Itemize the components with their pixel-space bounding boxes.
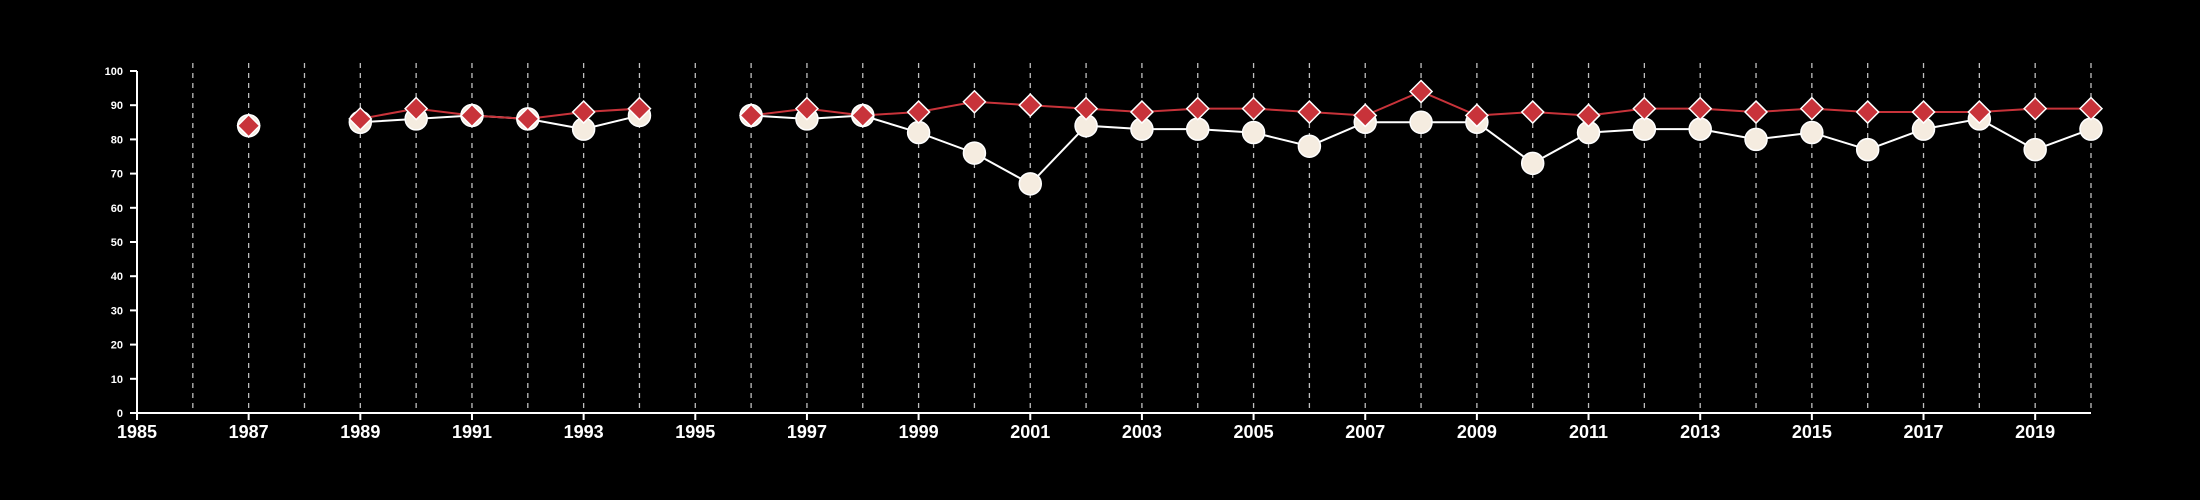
x-tick-label-1993: 1993 <box>564 422 604 442</box>
series-1-point-2013 <box>1688 96 1713 121</box>
x-tick-label-1997: 1997 <box>787 422 827 442</box>
series-0-point-2005 <box>1241 120 1266 145</box>
series-0-point-2004 <box>1185 117 1210 141</box>
series-0-point-2013 <box>1688 117 1712 141</box>
y-tick-label-30: 30 <box>111 305 123 317</box>
series-0-point-2012 <box>1632 117 1657 141</box>
series-1-point-2014 <box>1743 99 1769 125</box>
y-tick-label-40: 40 <box>111 271 123 283</box>
series-1-point-2009 <box>1464 103 1489 128</box>
series-1-point-2012 <box>1632 96 1657 121</box>
x-tick-label-2017: 2017 <box>1903 422 1943 442</box>
series-1-point-1989 <box>348 106 373 131</box>
x-tick-label-1987: 1987 <box>229 422 269 442</box>
series-0-point-2015 <box>1800 120 1824 145</box>
vertical-grid <box>192 63 2092 413</box>
series-1-point-2017 <box>1911 99 1936 125</box>
series-0-point-2014 <box>1744 127 1768 152</box>
y-tick-label-10: 10 <box>111 374 123 386</box>
y-tick-label-100: 100 <box>105 66 123 78</box>
series-0-point-2010 <box>1520 151 1545 176</box>
series-1-point-1994 <box>627 96 652 121</box>
series-1-point-1987 <box>236 113 261 138</box>
x-tick-label-2001: 2001 <box>1010 422 1050 442</box>
series-1-point-2018 <box>1967 99 1992 125</box>
y-tick-label-70: 70 <box>111 169 123 181</box>
y-axis-ticks: 0 10 20 30 40 50 60 70 80 90 100 <box>105 66 137 420</box>
series-1-point-1991 <box>459 103 485 128</box>
series-1-point-2007 <box>1353 103 1378 128</box>
series-1-point-1993 <box>571 99 596 125</box>
series-1-point-2019 <box>2023 96 2048 121</box>
y-tick-label-90: 90 <box>111 100 123 112</box>
series-1-point-2003 <box>1129 99 1154 125</box>
series-0-point-2001 <box>1018 172 1043 196</box>
series-0-point-2006 <box>1297 134 1322 158</box>
x-tick-label-1989: 1989 <box>340 422 380 442</box>
x-tick-label-2007: 2007 <box>1345 422 1385 442</box>
series-1-point-2005 <box>1241 96 1266 121</box>
series-1-point-2015 <box>1799 96 1824 121</box>
series-1-point-2004 <box>1185 96 1210 121</box>
series-1-point-2001 <box>1018 93 1043 118</box>
series-1-point-1992 <box>515 106 540 131</box>
series-1-point-2000 <box>962 89 987 114</box>
series-0-point-2019 <box>2023 137 2047 162</box>
x-tick-label-2015: 2015 <box>1792 422 1832 442</box>
x-tick-label-1991: 1991 <box>452 422 492 442</box>
x-tick-label-2009: 2009 <box>1457 422 1497 442</box>
series-1-point-1998 <box>850 103 875 128</box>
x-tick-label-2005: 2005 <box>1234 422 1274 442</box>
series-1-point-1999 <box>906 99 931 125</box>
series-1-point-1996 <box>739 103 764 128</box>
y-tick-label-60: 60 <box>111 203 123 215</box>
x-tick-label-2019: 2019 <box>2015 422 2055 442</box>
x-tick-label-1985: 1985 <box>117 422 157 442</box>
x-tick-label-1995: 1995 <box>675 422 715 442</box>
series-1-markers <box>236 79 2104 138</box>
x-tick-label-2003: 2003 <box>1122 422 1162 442</box>
y-tick-label-20: 20 <box>111 340 123 352</box>
series-0-point-2008 <box>1409 110 1433 135</box>
series-1-point-2010 <box>1520 99 1545 125</box>
x-tick-label-1999: 1999 <box>899 422 939 442</box>
series-layer <box>236 79 2104 196</box>
series-1-point-2002 <box>1074 96 1099 121</box>
x-axis-ticks: 1985 1987 1989 1991 1993 1995 1997 1999 2001 2003… <box>117 413 2055 442</box>
x-tick-label-2013: 2013 <box>1680 422 1720 442</box>
series-1-point-2011 <box>1576 103 1601 128</box>
y-tick-label-80: 80 <box>111 134 123 146</box>
series-1-point-2020 <box>2078 96 2104 121</box>
series-0-point-2020 <box>2079 117 2103 141</box>
y-tick-label-50: 50 <box>111 237 123 249</box>
series-1-point-1997 <box>794 96 820 121</box>
series-0-point-1999 <box>906 120 931 145</box>
series-1-point-2016 <box>1855 99 1880 125</box>
series-0-point-2000 <box>962 141 987 165</box>
series-1-point-2008 <box>1408 79 1434 104</box>
y-tick-label-0: 0 <box>117 408 123 420</box>
series-0-point-2016 <box>1855 137 1880 162</box>
x-tick-label-2011: 2011 <box>1569 422 1608 442</box>
series-1-point-2006 <box>1297 99 1322 125</box>
series-1-point-1990 <box>404 96 429 121</box>
